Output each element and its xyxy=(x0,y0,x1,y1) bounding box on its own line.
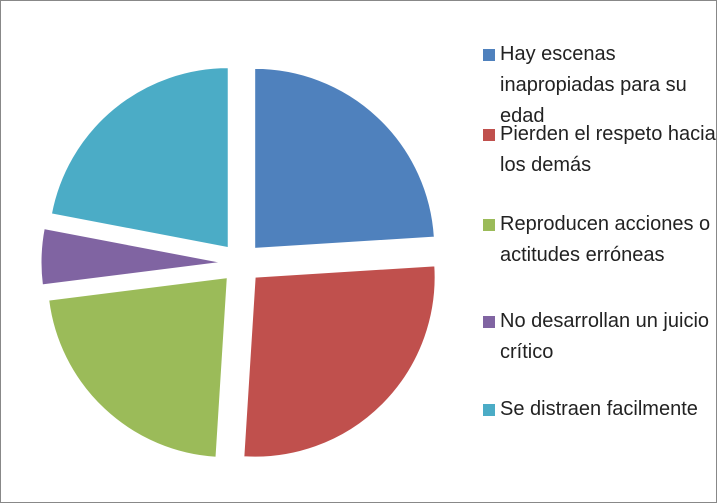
pie-slice xyxy=(40,228,222,286)
legend-label: No desarrollan un juicio crítico xyxy=(500,310,710,363)
legend-swatch xyxy=(483,404,495,416)
pie-slice xyxy=(48,277,228,458)
legend-item: No desarrollan un juicio crítico xyxy=(483,306,716,368)
legend-swatch xyxy=(483,129,495,141)
legend-swatch xyxy=(483,219,495,231)
legend-item: Se distraen facilmente xyxy=(483,394,716,425)
pie-slice xyxy=(254,67,435,249)
legend-label: Pierden el respeto hacia los demás xyxy=(500,123,716,176)
pie-slice xyxy=(50,67,229,249)
pie-slice xyxy=(243,265,436,458)
legend-item: Reproducen acciones o actitudes erróneas xyxy=(483,209,716,271)
legend-label: Se distraen facilmente xyxy=(500,398,698,420)
legend-swatch xyxy=(483,316,495,328)
legend-label: Hay escenas inapropiadas para su edad xyxy=(500,43,687,127)
legend-item: Pierden el respeto hacia los demás xyxy=(483,119,716,181)
legend-item: Hay escenas inapropiadas para su edad xyxy=(483,39,716,132)
legend-swatch xyxy=(483,49,495,61)
legend-label: Reproducen acciones o actitudes erróneas xyxy=(500,213,711,266)
